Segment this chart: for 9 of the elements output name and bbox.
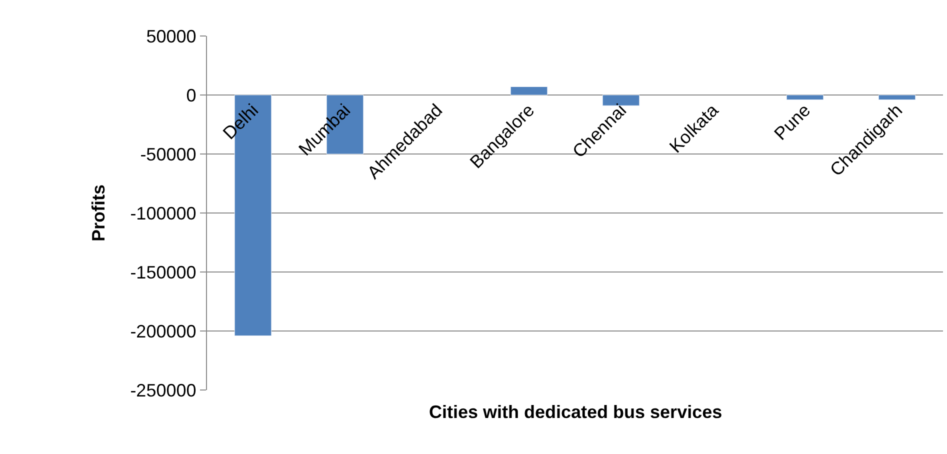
y-axis-title: Profits — [88, 184, 108, 242]
y-tick-label: 50000 — [146, 26, 196, 46]
y-tick-label: -200000 — [130, 321, 196, 342]
y-tick-label: 0 — [186, 85, 196, 106]
y-tick-label: -100000 — [130, 203, 196, 224]
x-axis-title: Cities with dedicated bus services — [429, 402, 722, 422]
y-tick-label: -150000 — [130, 262, 196, 282]
y-tick-label: -50000 — [140, 144, 196, 164]
y-tick-label: -250000 — [130, 380, 196, 400]
